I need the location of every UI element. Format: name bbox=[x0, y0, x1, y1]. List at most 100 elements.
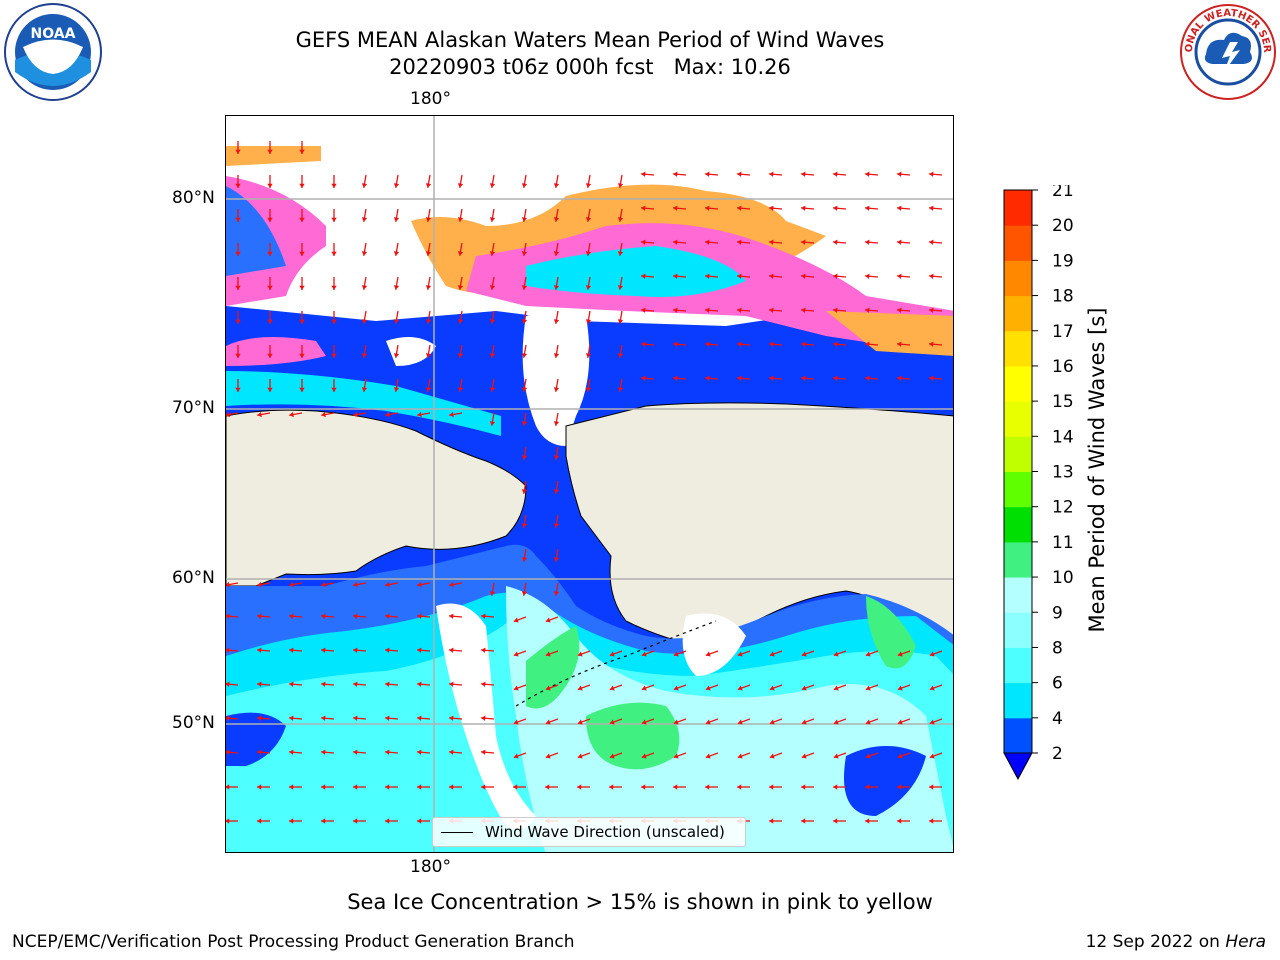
wind-wave-direction-arrows bbox=[226, 141, 943, 824]
wind-wave-arrow-head bbox=[226, 784, 230, 790]
wind-wave-arrow-head bbox=[331, 251, 337, 256]
wind-wave-arrow-head bbox=[833, 307, 838, 313]
sea-ice-note: Sea Ice Concentration > 15% is shown in … bbox=[347, 890, 933, 914]
wind-wave-arrow-head bbox=[641, 651, 647, 657]
wind-wave-arrow-head bbox=[385, 818, 390, 824]
wind-wave-arrow-head bbox=[235, 285, 241, 290]
wind-wave-arrow-head bbox=[585, 387, 592, 392]
wind-wave-arrow-head bbox=[801, 273, 806, 279]
wind-wave-arrow-head bbox=[257, 749, 262, 755]
wind-wave-arrow-head bbox=[489, 183, 496, 188]
wind-wave-arrow-head bbox=[801, 375, 806, 381]
wind-wave-arrow-head bbox=[289, 411, 294, 418]
wind-wave-arrow-head bbox=[801, 171, 806, 177]
wind-wave-arrow-head bbox=[545, 651, 551, 657]
wind-wave-arrow-head bbox=[425, 319, 432, 324]
wind-wave-arrow-head bbox=[449, 681, 454, 687]
wind-wave-arrow-head bbox=[299, 183, 305, 188]
wind-wave-arrow-head bbox=[289, 715, 294, 721]
colorbar-segment bbox=[1004, 647, 1032, 684]
colorbar-tick-label: 21 bbox=[1052, 185, 1074, 201]
wind-wave-arrow-head bbox=[801, 239, 806, 245]
wind-wave-arrow-head bbox=[929, 651, 935, 657]
wind-wave-arrow-head bbox=[257, 613, 262, 619]
wind-wave-arrow-head bbox=[929, 784, 934, 790]
colorbar-tick-label: 17 bbox=[1052, 322, 1074, 342]
wind-wave-arrow-head bbox=[513, 719, 519, 725]
wind-wave-arrow-head bbox=[705, 307, 710, 313]
wind-wave-arrow-head bbox=[289, 818, 294, 824]
colorbar-segment bbox=[1004, 577, 1032, 613]
wave-period-band bbox=[506, 586, 953, 852]
wind-wave-arrow-head bbox=[481, 715, 486, 721]
wind-wave-arrow-head bbox=[897, 205, 902, 211]
wind-wave-arrow-head bbox=[361, 319, 368, 324]
wind-wave-arrow-head bbox=[289, 613, 294, 619]
wind-wave-arrow-head bbox=[641, 341, 646, 347]
wind-wave-arrow-head bbox=[737, 685, 743, 691]
wind-wave-arrow-head bbox=[673, 239, 678, 245]
wind-wave-arrow-head bbox=[521, 591, 528, 596]
wind-wave-arrow-head bbox=[929, 307, 934, 313]
wind-wave-arrow-head bbox=[737, 753, 743, 759]
wind-wave-arrow-head bbox=[617, 285, 624, 290]
sea-ice-band bbox=[526, 246, 746, 297]
wind-wave-arrow-head bbox=[585, 353, 592, 358]
wind-wave-arrow-head bbox=[577, 719, 583, 725]
colorbar-tick-label: 12 bbox=[1052, 498, 1074, 518]
colorbar-tick-label: 16 bbox=[1052, 357, 1074, 377]
colorbar-tick-label: 14 bbox=[1052, 427, 1074, 447]
wind-wave-arrow-head bbox=[897, 307, 902, 313]
wind-wave-arrow-head bbox=[769, 171, 774, 177]
wind-wave-arrow-head bbox=[425, 251, 432, 256]
wave-period-band bbox=[586, 702, 680, 770]
wind-wave-arrow-head bbox=[257, 784, 262, 790]
wind-wave-arrow-head bbox=[617, 319, 624, 324]
wind-wave-arrow-head bbox=[673, 307, 678, 313]
wind-wave-arrow-head bbox=[267, 217, 273, 222]
wind-wave-arrow-head bbox=[235, 319, 241, 324]
colorbar-tick-label: 15 bbox=[1052, 392, 1074, 412]
wind-wave-arrow-head bbox=[321, 613, 326, 619]
wind-wave-arrow-head bbox=[553, 251, 560, 256]
wind-wave-arrow-head bbox=[545, 753, 551, 759]
colorbar-tick-label: 10 bbox=[1052, 568, 1074, 588]
colorbar-extend-triangle bbox=[1003, 752, 1033, 781]
footer-credit: NCEP/EMC/Verification Post Processing Pr… bbox=[12, 932, 575, 952]
wind-wave-arrow-head bbox=[553, 353, 560, 358]
wind-wave-arrow-head bbox=[299, 387, 305, 392]
wind-wave-arrow-head bbox=[553, 523, 560, 528]
wind-wave-arrow-head bbox=[897, 375, 902, 381]
wind-wave-arrow-head bbox=[769, 375, 774, 381]
wind-wave-arrow-head bbox=[513, 685, 519, 691]
wind-wave-arrow-head bbox=[833, 719, 839, 725]
wind-wave-arrow-head bbox=[801, 307, 806, 313]
wind-wave-arrow-head bbox=[321, 681, 326, 687]
wind-wave-arrow-head bbox=[545, 719, 551, 725]
wind-wave-arrow-head bbox=[331, 285, 337, 290]
colorbar-tick-label: 6 bbox=[1052, 674, 1063, 694]
wind-wave-arrow-head bbox=[267, 285, 273, 290]
legend-label: Wind Wave Direction (unscaled) bbox=[485, 823, 725, 841]
colorbar-segment bbox=[1004, 225, 1032, 261]
wind-wave-arrow-head bbox=[393, 251, 400, 256]
wind-wave-arrow-head bbox=[865, 341, 870, 347]
wind-wave-arrow-head bbox=[489, 353, 496, 358]
wind-wave-arrow-head bbox=[833, 239, 838, 245]
colorbar-segment bbox=[1004, 682, 1032, 719]
wind-wave-arrow-head bbox=[521, 557, 528, 562]
wind-wave-arrow-head bbox=[299, 285, 305, 290]
wind-wave-arrow-head bbox=[299, 149, 305, 154]
wind-wave-arrow-head bbox=[235, 353, 241, 358]
wind-wave-arrow-head bbox=[449, 784, 454, 790]
wind-wave-arrow-head bbox=[577, 651, 583, 657]
wind-wave-arrow-head bbox=[609, 784, 614, 790]
noaa-logo-text: NOAA bbox=[31, 26, 76, 42]
wind-wave-arrow-head bbox=[833, 273, 838, 279]
colorbar-tick-label: 11 bbox=[1052, 533, 1074, 553]
wind-wave-arrow-head bbox=[521, 421, 528, 426]
wind-wave-arrow-head bbox=[321, 784, 326, 790]
noaa-logo: NOAA bbox=[3, 2, 103, 102]
wind-wave-arrow-head bbox=[585, 319, 592, 324]
wind-wave-arrow-head bbox=[865, 818, 870, 824]
